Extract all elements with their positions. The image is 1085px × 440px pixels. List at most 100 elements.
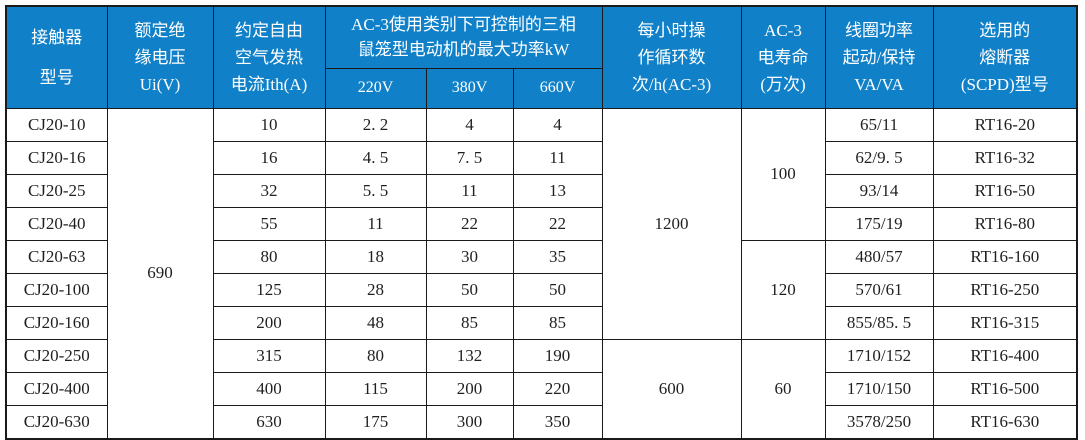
cell-p660: 85 bbox=[512, 305, 603, 340]
cell-p220: 115 bbox=[324, 371, 427, 406]
header-line: 线圈功率 bbox=[845, 20, 914, 40]
header-380v: 380V bbox=[425, 67, 514, 109]
table-body: CJ20-10 690 10 2. 2 4 4 1200 100 65/11 RT16-20 CJ2… bbox=[5, 107, 1078, 439]
cell-cycles-merged: 1200 bbox=[601, 107, 742, 340]
cell-p220: 28 bbox=[324, 272, 427, 307]
cell-p220: 4. 5 bbox=[324, 140, 427, 175]
header-line: 作循环数 bbox=[637, 47, 706, 67]
cell-fuse: RT16-400 bbox=[932, 338, 1078, 373]
cell-fuse: RT16-315 bbox=[932, 305, 1078, 340]
cell-p660: 13 bbox=[512, 173, 603, 208]
cell-p380: 22 bbox=[425, 206, 514, 241]
header-row-1: 接触器 型号 额定绝 缘电压 Ui(V) 约定自由 空气发热 电流Ith(A) … bbox=[5, 5, 1078, 109]
cell-p380: 50 bbox=[425, 272, 514, 307]
header-line: (万次) bbox=[760, 74, 806, 94]
cell-ith: 80 bbox=[212, 239, 326, 274]
cell-p660: 35 bbox=[512, 239, 603, 274]
header-thermal-current: 约定自由 空气发热 电流Ith(A) bbox=[212, 5, 326, 109]
cell-ui-merged: 690 bbox=[106, 107, 214, 439]
cell-p380: 11 bbox=[425, 173, 514, 208]
table-row: CJ20-16 16 4. 5 7. 5 11 62/9. 5 RT16-32 bbox=[5, 140, 1078, 175]
header-line: 空气发热 bbox=[235, 47, 303, 67]
cell-model: CJ20-400 bbox=[5, 371, 108, 406]
cell-fuse: RT16-50 bbox=[932, 173, 1078, 208]
cell-p660: 350 bbox=[512, 404, 603, 439]
cell-coil: 570/61 bbox=[824, 272, 934, 307]
cell-fuse: RT16-32 bbox=[932, 140, 1078, 175]
header-line: VA/VA bbox=[854, 74, 904, 94]
cell-ith: 32 bbox=[212, 173, 326, 208]
cell-fuse: RT16-250 bbox=[932, 272, 1078, 307]
cell-p380: 7. 5 bbox=[425, 140, 514, 175]
header-contactor-model: 接触器 型号 bbox=[5, 5, 108, 109]
cell-p660: 190 bbox=[512, 338, 603, 373]
cell-fuse: RT16-160 bbox=[932, 239, 1078, 274]
cell-fuse: RT16-80 bbox=[932, 206, 1078, 241]
table-header: 接触器 型号 额定绝 缘电压 Ui(V) 约定自由 空气发热 电流Ith(A) … bbox=[5, 5, 1078, 109]
cell-p220: 175 bbox=[324, 404, 427, 439]
header-line: 每小时操 bbox=[637, 20, 706, 40]
header-line: (SCPD)型号 bbox=[960, 74, 1049, 94]
header-ac3-motor-power-group: AC-3使用类别下可控制的三相 鼠笼型电动机的最大功率kW bbox=[324, 5, 603, 69]
header-coil-power: 线圈功率 起动/保持 VA/VA bbox=[824, 5, 934, 109]
header-line: 起动/保持 bbox=[842, 47, 916, 67]
cell-p380: 85 bbox=[425, 305, 514, 340]
cell-p380: 200 bbox=[425, 371, 514, 406]
cell-coil: 480/57 bbox=[824, 239, 934, 274]
header-line: 选用的 bbox=[979, 20, 1031, 40]
cell-p220: 5. 5 bbox=[324, 173, 427, 208]
cell-life-merged: 100 bbox=[740, 107, 826, 241]
cell-model: CJ20-250 bbox=[5, 338, 108, 373]
header-line: 接触器 bbox=[31, 27, 83, 47]
header-line: Ui(V) bbox=[139, 74, 181, 94]
header-220v: 220V bbox=[324, 67, 427, 109]
cell-coil: 175/19 bbox=[824, 206, 934, 241]
cell-model: CJ20-630 bbox=[5, 404, 108, 439]
table-row: CJ20-63 80 18 30 35 120 480/57 RT16-160 bbox=[5, 239, 1078, 340]
cell-p660: 50 bbox=[512, 272, 603, 307]
header-line: AC-3使用类别下可控制的三相 bbox=[351, 15, 576, 35]
header-line: 缘电压 bbox=[134, 47, 186, 67]
header-line: 电流Ith(A) bbox=[230, 74, 308, 94]
table-row: CJ20-40 55 11 22 22 175/19 RT16-80 bbox=[5, 206, 1078, 241]
cell-life-merged: 60 bbox=[740, 338, 826, 439]
cell-model: CJ20-100 bbox=[5, 272, 108, 307]
table-row: CJ20-400 400 115 200 220 1710/150 RT16-500 bbox=[5, 371, 1078, 406]
table-row: CJ20-10 690 10 2. 2 4 4 1200 100 65/11 RT16-20 bbox=[5, 107, 1078, 439]
cell-model: CJ20-10 bbox=[5, 107, 108, 142]
cell-coil: 65/11 bbox=[824, 107, 934, 142]
cell-coil: 1710/150 bbox=[824, 371, 934, 406]
cell-p220: 18 bbox=[324, 239, 427, 274]
cell-p220: 48 bbox=[324, 305, 427, 340]
header-rated-insulation-voltage: 额定绝 缘电压 Ui(V) bbox=[106, 5, 214, 109]
cell-ith: 55 bbox=[212, 206, 326, 241]
header-ac3-electrical-life: AC-3 电寿命 (万次) bbox=[740, 5, 826, 109]
header-line: 约定自由 bbox=[235, 20, 303, 40]
cell-p380: 30 bbox=[425, 239, 514, 274]
cell-model: CJ20-40 bbox=[5, 206, 108, 241]
cell-p660: 220 bbox=[512, 371, 603, 406]
header-operating-cycles-per-hour: 每小时操 作循环数 次/h(AC-3) bbox=[601, 5, 742, 109]
cell-ith: 400 bbox=[212, 371, 326, 406]
table-row: CJ20-250 315 80 132 190 600 60 1710/152 RT16-400 bbox=[5, 338, 1078, 439]
cell-coil: 62/9. 5 bbox=[824, 140, 934, 175]
header-line: 额定绝 bbox=[134, 20, 186, 40]
cell-model: CJ20-63 bbox=[5, 239, 108, 274]
cell-p220: 11 bbox=[324, 206, 427, 241]
table-row: CJ20-25 32 5. 5 11 13 93/14 RT16-50 bbox=[5, 173, 1078, 208]
cell-coil: 855/85. 5 bbox=[824, 305, 934, 340]
cell-p660: 11 bbox=[512, 140, 603, 175]
cell-ith: 125 bbox=[212, 272, 326, 307]
header-line: 熔断器 bbox=[979, 47, 1031, 67]
cell-fuse: RT16-20 bbox=[932, 107, 1078, 142]
cell-ith: 630 bbox=[212, 404, 326, 439]
header-660v: 660V bbox=[512, 67, 603, 109]
cell-p380: 132 bbox=[425, 338, 514, 373]
cell-p380: 300 bbox=[425, 404, 514, 439]
cell-p220: 2. 2 bbox=[324, 107, 427, 142]
cell-model: CJ20-25 bbox=[5, 173, 108, 208]
cell-life-merged: 120 bbox=[740, 239, 826, 340]
cell-p660: 4 bbox=[512, 107, 603, 142]
header-fuse-scpd-model: 选用的 熔断器 (SCPD)型号 bbox=[932, 5, 1078, 109]
header-line: AC-3 bbox=[764, 20, 802, 40]
